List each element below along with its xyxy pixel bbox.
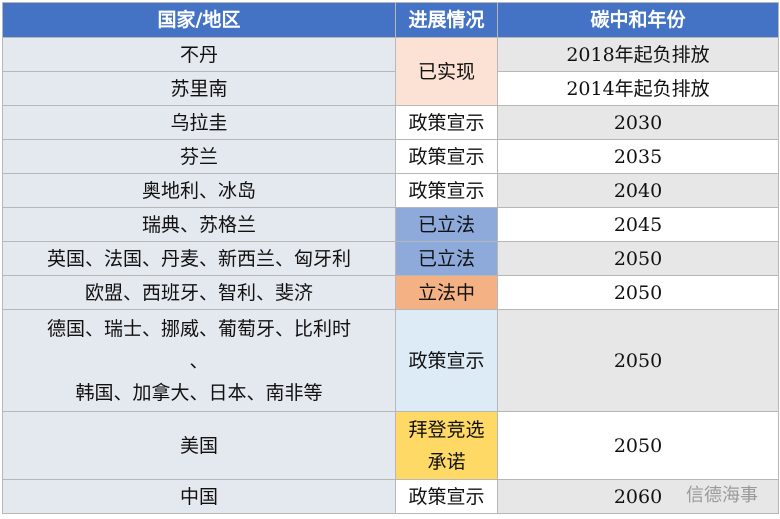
status-cell: 拜登竞选 承诺: [395, 411, 498, 480]
status-line: 承诺: [427, 450, 466, 473]
region-cell: 不丹: [2, 37, 396, 72]
status-line: 拜登竞选: [408, 418, 485, 441]
row: 乌拉圭 政策宣示 2030: [2, 105, 779, 140]
year-cell: 2050: [497, 411, 779, 480]
status-cell: 政策宣示: [395, 173, 498, 208]
year-cell: 2014年起负排放: [497, 71, 779, 106]
status-cell: 政策宣示: [395, 105, 498, 140]
row: 美国 拜登竞选 承诺 2050: [2, 411, 779, 480]
region-line: 、: [189, 349, 209, 372]
region-cell: 德国、瑞士、挪威、葡萄牙、比利时 、 韩国、加拿大、日本、南非等: [2, 309, 396, 412]
year-cell: 2030: [497, 105, 779, 140]
status-cell: 立法中: [395, 275, 498, 310]
region-cell: 中国: [2, 479, 396, 514]
region-cell: 芬兰: [2, 139, 396, 174]
year-cell: 2018年起负排放: [497, 37, 779, 72]
header-cell: 进展情况: [395, 2, 498, 38]
row: 瑞典、苏格兰 已立法 2045: [2, 207, 779, 242]
year-cell: 2035: [497, 139, 779, 174]
row: 欧盟、西班牙、智利、斐济 立法中 2050: [2, 275, 779, 310]
status-cell: 政策宣示: [395, 479, 498, 514]
row: 奥地利、冰岛 政策宣示 2040: [2, 173, 779, 208]
region-cell: 奥地利、冰岛: [2, 173, 396, 208]
status-cell: 已实现: [395, 37, 498, 106]
status-cell: 已立法: [395, 207, 498, 242]
year-cell: 2045: [497, 207, 779, 242]
status-cell: 已立法: [395, 241, 498, 276]
year-cell: 2050: [497, 309, 779, 412]
status-cell: 政策宣示: [395, 309, 498, 412]
header-cell: 国家/地区: [2, 2, 396, 38]
row: 苏里南 2014年起负排放: [2, 71, 779, 106]
region-cell: 英国、法国、丹麦、新西兰、匈牙利: [2, 241, 396, 276]
row: 不丹 已实现 2018年起负排放: [2, 37, 779, 106]
region-line: 德国、瑞士、挪威、葡萄牙、比利时: [46, 317, 351, 340]
region-cell: 瑞典、苏格兰: [2, 207, 396, 242]
year-cell: 2040: [497, 173, 779, 208]
status-cell: 政策宣示: [395, 139, 498, 174]
year-cell: 2050: [497, 275, 779, 310]
region-line: 韩国、加拿大、日本、南非等: [75, 381, 323, 404]
watermark: 信德海事: [686, 485, 758, 506]
year-cell: 2060: [497, 479, 779, 514]
row: 英国、法国、丹麦、新西兰、匈牙利 已立法 2050: [2, 241, 779, 276]
region-cell: 美国: [2, 411, 396, 480]
row: 芬兰 政策宣示 2035: [2, 139, 779, 174]
row: 德国、瑞士、挪威、葡萄牙、比利时 、 韩国、加拿大、日本、南非等 政策宣示 20…: [2, 309, 779, 412]
header-row: 国家/地区 进展情况 碳中和年份: [2, 2, 779, 38]
region-cell: 欧盟、西班牙、智利、斐济: [2, 275, 396, 310]
year-cell: 2050: [497, 241, 779, 276]
row: 中国 政策宣示 2060: [2, 479, 779, 514]
header-cell: 碳中和年份: [497, 2, 779, 38]
region-cell: 乌拉圭: [2, 105, 396, 140]
region-cell: 苏里南: [2, 71, 396, 106]
